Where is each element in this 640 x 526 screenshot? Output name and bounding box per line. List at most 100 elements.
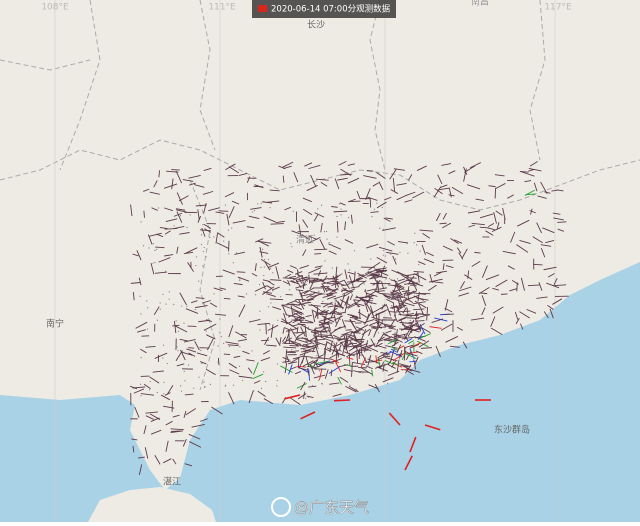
wind-barb bbox=[272, 273, 273, 274]
wind-barb bbox=[195, 309, 196, 310]
wind-barb bbox=[370, 198, 371, 208]
wind-barb bbox=[277, 380, 278, 381]
wind-barb bbox=[188, 365, 189, 366]
wind-barb bbox=[280, 296, 281, 297]
wind-barb bbox=[314, 254, 321, 255]
wind-barb bbox=[214, 293, 215, 294]
wind-barb bbox=[261, 203, 262, 204]
wind-barb bbox=[160, 309, 161, 310]
wind-barb bbox=[291, 243, 292, 244]
wind-barb bbox=[203, 224, 204, 225]
wind-barb bbox=[335, 301, 336, 302]
wind-barb bbox=[557, 222, 566, 223]
place-label: 湛江 bbox=[163, 477, 181, 488]
wind-barb bbox=[158, 208, 159, 209]
wind-barb bbox=[374, 209, 375, 210]
wind-barb bbox=[204, 386, 205, 387]
wind-barb bbox=[387, 355, 388, 356]
lon-label: 111°E bbox=[208, 3, 236, 13]
wind-barb bbox=[350, 333, 351, 334]
wind-barb bbox=[386, 279, 387, 280]
wind-barb bbox=[340, 319, 341, 320]
wind-barb bbox=[318, 348, 319, 349]
wind-barb bbox=[162, 294, 163, 295]
wind-barb bbox=[253, 390, 254, 391]
wind-barb bbox=[150, 381, 151, 382]
wind-barb bbox=[259, 284, 260, 285]
wind-barb bbox=[356, 353, 357, 354]
wind-barb bbox=[357, 305, 358, 306]
wind-barb bbox=[271, 302, 272, 303]
wind-barb bbox=[286, 277, 287, 278]
wind-barb bbox=[157, 320, 158, 321]
wind-barb bbox=[178, 331, 179, 332]
wind-barb bbox=[326, 231, 327, 232]
wind-barb bbox=[319, 291, 320, 292]
wind-barb bbox=[270, 207, 271, 208]
wind-barb bbox=[240, 346, 241, 347]
wind-barb bbox=[239, 279, 240, 280]
wind-barb bbox=[264, 259, 265, 260]
wind-barb bbox=[331, 370, 332, 376]
title: 2020-06-14 07:00分观测数据 bbox=[271, 4, 391, 15]
wind-barb bbox=[147, 329, 148, 330]
wind-barb bbox=[262, 249, 263, 250]
wind-barb bbox=[273, 290, 274, 291]
wind-barb bbox=[390, 254, 391, 255]
wind-barb bbox=[383, 255, 384, 256]
wind-barb bbox=[369, 358, 370, 359]
wind-barb bbox=[264, 267, 265, 268]
wind-barb bbox=[225, 385, 226, 386]
title-box: 2020-06-14 07:00分观测数据 bbox=[252, 0, 396, 18]
wind-barb bbox=[397, 278, 398, 279]
wind-barb bbox=[307, 323, 308, 324]
wind-barb bbox=[218, 358, 219, 365]
wind-barb bbox=[348, 201, 360, 202]
wind-barb bbox=[231, 228, 232, 229]
wind-barb bbox=[298, 271, 299, 272]
wind-barb bbox=[301, 345, 302, 346]
wind-barb bbox=[352, 243, 353, 244]
wind-barb bbox=[341, 209, 342, 210]
wind-barb bbox=[400, 252, 401, 253]
wind-barb bbox=[254, 186, 264, 187]
place-label: 南宁 bbox=[46, 318, 64, 330]
wind-barb bbox=[364, 284, 365, 285]
wind-barb bbox=[214, 236, 215, 237]
wind-barb bbox=[271, 224, 284, 225]
wind-barb bbox=[317, 209, 318, 210]
wind-barb bbox=[174, 304, 175, 305]
wind-barb bbox=[261, 388, 262, 389]
wind-barb bbox=[144, 211, 145, 218]
wind-barb bbox=[375, 276, 376, 277]
wind-barb bbox=[277, 364, 278, 365]
place-label: 清远 bbox=[296, 234, 314, 246]
wind-barb bbox=[149, 389, 150, 390]
place-label: 东沙群岛 bbox=[494, 424, 530, 436]
wind-barb bbox=[140, 314, 141, 315]
wind-barb bbox=[184, 323, 185, 324]
wind-barb bbox=[407, 316, 408, 317]
wind-barb bbox=[416, 286, 417, 287]
wind-barb bbox=[348, 217, 349, 218]
wind-barb bbox=[332, 245, 333, 246]
wind-barb bbox=[304, 333, 305, 334]
wind-barb bbox=[372, 216, 373, 217]
wind-barb bbox=[269, 324, 270, 325]
wind-barb bbox=[190, 215, 191, 216]
wind-barb bbox=[140, 384, 141, 385]
wind-barb bbox=[291, 349, 292, 350]
wind-barb bbox=[209, 237, 210, 238]
wind-barb bbox=[315, 313, 316, 314]
wind-barb bbox=[378, 333, 379, 334]
lon-label: 117°E bbox=[544, 3, 572, 13]
wind-barb bbox=[341, 214, 342, 215]
wind-barb bbox=[163, 382, 164, 383]
wind-barb bbox=[292, 311, 293, 312]
wind-barb bbox=[169, 292, 170, 293]
wind-barb bbox=[343, 307, 344, 308]
wind-barb bbox=[334, 400, 350, 401]
watermark-text: @广东天气 bbox=[294, 499, 369, 517]
wind-barb bbox=[157, 392, 158, 393]
wind-barb bbox=[185, 380, 186, 381]
